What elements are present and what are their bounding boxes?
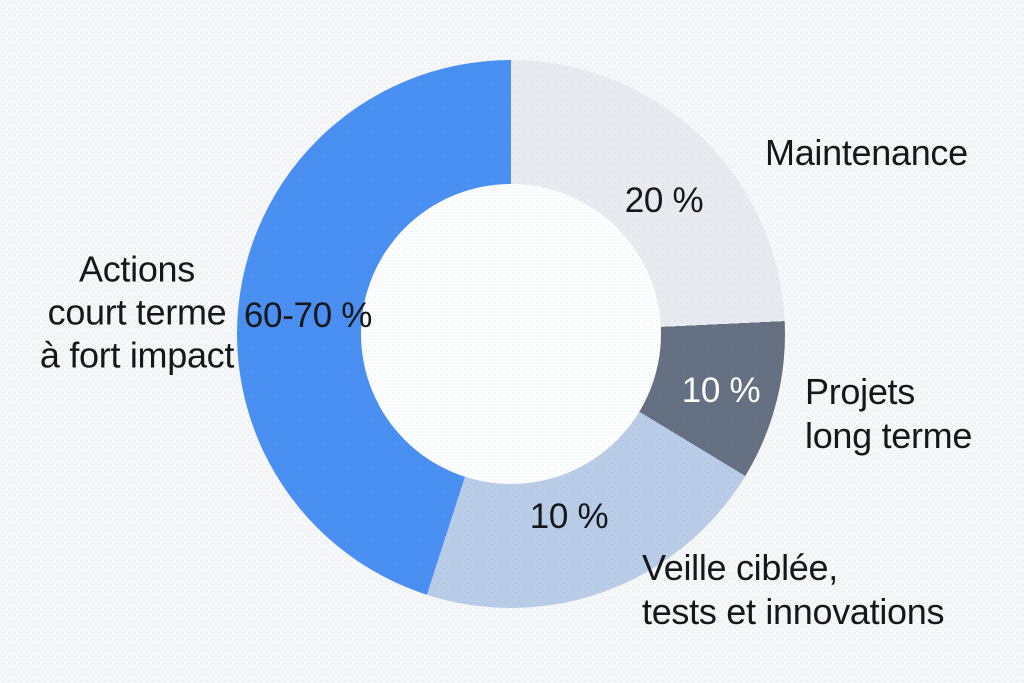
- segment-label-veille: Veille ciblée, tests et innovations: [642, 546, 944, 634]
- segment-label-line: long terme: [805, 415, 973, 456]
- segment-label-projets-long-terme: Projets long terme: [805, 370, 972, 458]
- segment-label-line: Maintenance: [765, 132, 968, 173]
- segment-value-projets-long-terme: 10 %: [681, 371, 761, 410]
- segment-label-line: court terme: [47, 291, 227, 333]
- segment-label-line: à fort impact: [39, 334, 235, 376]
- segment-label-line: Actions: [79, 248, 195, 290]
- donut-hole: [361, 184, 661, 484]
- segment-value-veille: 10 %: [529, 497, 609, 536]
- segment-label-line: Veille ciblée,: [642, 547, 838, 588]
- segment-label-line: tests et innovations: [642, 591, 945, 632]
- segment-value-actions-court-terme: 60-70 %: [243, 296, 373, 335]
- segment-label-line: Projets: [805, 371, 915, 412]
- segment-label-maintenance: Maintenance: [765, 131, 968, 175]
- segment-label-actions-court-terme: Actions court terme à fort impact: [40, 248, 234, 377]
- segment-value-maintenance: 20 %: [624, 181, 704, 220]
